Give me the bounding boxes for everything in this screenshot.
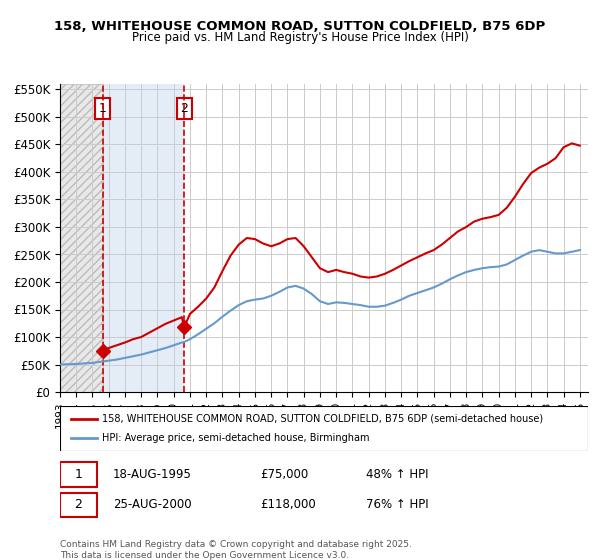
FancyBboxPatch shape: [60, 493, 97, 517]
Text: 18-AUG-1995: 18-AUG-1995: [113, 468, 191, 481]
Text: 2: 2: [180, 102, 188, 115]
Text: Contains HM Land Registry data © Crown copyright and database right 2025.
This d: Contains HM Land Registry data © Crown c…: [60, 540, 412, 560]
Text: 48% ↑ HPI: 48% ↑ HPI: [366, 468, 429, 481]
Bar: [103, 84, 184, 392]
Bar: [60, 84, 103, 392]
FancyBboxPatch shape: [60, 406, 588, 451]
Text: 2: 2: [74, 498, 82, 511]
Text: Price paid vs. HM Land Registry's House Price Index (HPI): Price paid vs. HM Land Registry's House …: [131, 31, 469, 44]
Text: 1: 1: [74, 468, 82, 481]
Text: £75,000: £75,000: [260, 468, 309, 481]
Text: 76% ↑ HPI: 76% ↑ HPI: [366, 498, 429, 511]
Text: HPI: Average price, semi-detached house, Birmingham: HPI: Average price, semi-detached house,…: [102, 433, 370, 444]
Text: £118,000: £118,000: [260, 498, 316, 511]
FancyBboxPatch shape: [60, 463, 97, 487]
Text: 1: 1: [99, 102, 107, 115]
Bar: [60, 84, 103, 392]
Text: 158, WHITEHOUSE COMMON ROAD, SUTTON COLDFIELD, B75 6DP (semi-detached house): 158, WHITEHOUSE COMMON ROAD, SUTTON COLD…: [102, 413, 544, 423]
Text: 25-AUG-2000: 25-AUG-2000: [113, 498, 191, 511]
Text: 158, WHITEHOUSE COMMON ROAD, SUTTON COLDFIELD, B75 6DP: 158, WHITEHOUSE COMMON ROAD, SUTTON COLD…: [55, 20, 545, 32]
